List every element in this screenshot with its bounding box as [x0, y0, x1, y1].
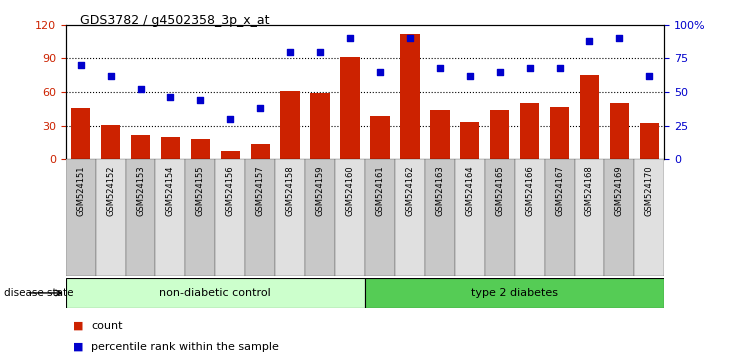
Bar	[310, 93, 330, 159]
Text: count: count	[91, 321, 123, 331]
Point	[105, 73, 117, 79]
Bar	[245, 159, 275, 276]
Text: type 2 diabetes: type 2 diabetes	[471, 288, 558, 298]
Text: GSM524153: GSM524153	[136, 165, 145, 216]
Bar	[131, 135, 150, 159]
Text: GSM524165: GSM524165	[495, 165, 504, 216]
Bar	[250, 144, 270, 159]
Bar	[305, 159, 335, 276]
Text: GSM524169: GSM524169	[615, 165, 624, 216]
Point	[345, 35, 356, 41]
Text: GDS3782 / g4502358_3p_x_at: GDS3782 / g4502358_3p_x_at	[80, 14, 270, 27]
Bar	[220, 152, 240, 159]
Bar	[395, 159, 425, 276]
Bar	[161, 137, 180, 159]
Point	[434, 65, 445, 71]
Bar	[425, 159, 455, 276]
Bar	[155, 159, 185, 276]
Text: GSM524152: GSM524152	[106, 165, 115, 216]
Point	[524, 65, 536, 71]
Text: GSM524159: GSM524159	[315, 165, 325, 216]
Bar	[490, 110, 510, 159]
Point	[404, 35, 416, 41]
Bar	[96, 159, 126, 276]
Bar	[604, 159, 634, 276]
Bar	[580, 75, 599, 159]
Text: GSM524168: GSM524168	[585, 165, 594, 216]
Bar	[215, 159, 245, 276]
Point	[644, 73, 656, 79]
Point	[75, 62, 87, 68]
Text: ■: ■	[73, 321, 83, 331]
Bar	[340, 57, 360, 159]
Bar	[515, 159, 545, 276]
Bar	[400, 34, 420, 159]
Text: disease state: disease state	[4, 288, 73, 298]
Point	[374, 69, 386, 75]
Bar	[520, 103, 539, 159]
Point	[285, 49, 296, 55]
Point	[254, 105, 266, 111]
Bar	[280, 91, 300, 159]
Bar	[335, 159, 365, 276]
Text: non-diabetic control: non-diabetic control	[159, 288, 272, 298]
Text: GSM524158: GSM524158	[285, 165, 295, 216]
Bar	[71, 108, 91, 159]
Text: GSM524161: GSM524161	[375, 165, 385, 216]
Text: GSM524155: GSM524155	[196, 165, 205, 216]
Bar	[365, 159, 395, 276]
Bar	[370, 115, 390, 159]
Bar	[66, 278, 365, 308]
Text: GSM524166: GSM524166	[525, 165, 534, 216]
Bar	[550, 107, 569, 159]
Bar	[610, 103, 629, 159]
Point	[464, 73, 476, 79]
Bar	[365, 278, 664, 308]
Text: GSM524157: GSM524157	[255, 165, 265, 216]
Bar	[101, 125, 120, 159]
Bar	[485, 159, 515, 276]
Bar	[126, 159, 155, 276]
Point	[134, 86, 146, 92]
Bar	[66, 159, 96, 276]
Point	[584, 38, 596, 44]
Bar	[639, 124, 659, 159]
Text: percentile rank within the sample: percentile rank within the sample	[91, 342, 279, 352]
Text: GSM524160: GSM524160	[345, 165, 355, 216]
Text: ■: ■	[73, 342, 83, 352]
Bar	[634, 159, 664, 276]
Point	[194, 97, 207, 103]
Bar	[460, 122, 480, 159]
Bar	[430, 110, 450, 159]
Point	[554, 65, 566, 71]
Point	[225, 116, 237, 122]
Text: GSM524154: GSM524154	[166, 165, 175, 216]
Text: GSM524163: GSM524163	[435, 165, 445, 216]
Text: GSM524162: GSM524162	[405, 165, 415, 216]
Bar	[575, 159, 604, 276]
Text: GSM524156: GSM524156	[226, 165, 235, 216]
Text: GSM524167: GSM524167	[555, 165, 564, 216]
Point	[165, 95, 177, 100]
Text: GSM524151: GSM524151	[76, 165, 85, 216]
Bar	[185, 159, 215, 276]
Text: GSM524170: GSM524170	[645, 165, 654, 216]
Point	[314, 49, 326, 55]
Text: GSM524164: GSM524164	[465, 165, 474, 216]
Bar	[191, 139, 210, 159]
Point	[494, 69, 506, 75]
Bar	[275, 159, 305, 276]
Point	[613, 35, 625, 41]
Bar	[455, 159, 485, 276]
Bar	[545, 159, 575, 276]
